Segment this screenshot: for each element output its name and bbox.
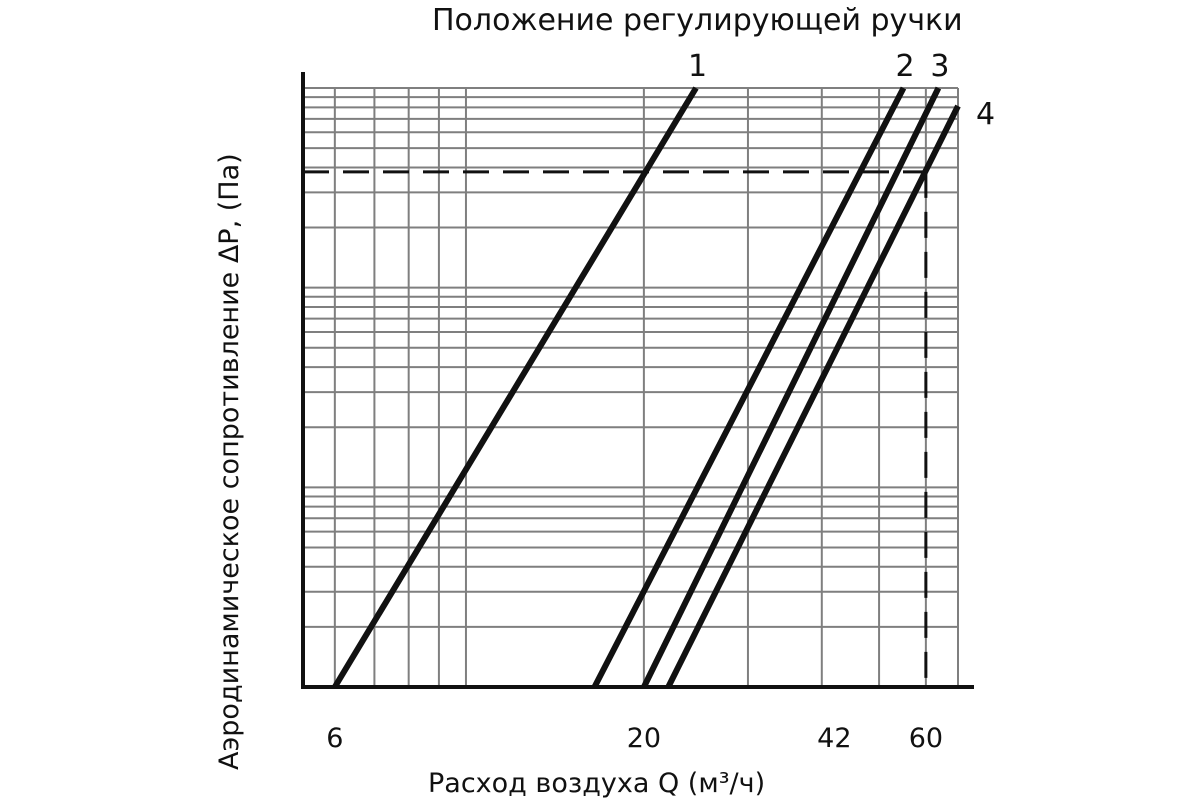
x-tick-label: 42 (817, 723, 851, 754)
series-label-1: 1 (688, 49, 707, 84)
chart-title: Положение регулирующей ручки (432, 3, 963, 38)
series-labels: 1 2 34 (688, 49, 995, 132)
x-tick-label: 6 (326, 723, 343, 754)
x-tick-label: 60 (909, 723, 943, 754)
series-line-1 (332, 86, 699, 689)
y-axis-label: Аэродинамическое сопротивление ΔP, (Па) (214, 153, 245, 770)
x-tick-labels: 6 20 42 60 (326, 723, 943, 754)
x-axis-label: Расход воздуха Q (м³/ч) (428, 768, 765, 799)
series-lines (332, 86, 961, 689)
series-line-4 (665, 104, 961, 689)
series-line-2 (591, 86, 907, 689)
x-tick-label: 20 (627, 723, 661, 754)
series-label-4: 4 (976, 97, 995, 132)
vertical-gridlines (333, 88, 959, 687)
series-label-2: 2 (896, 49, 915, 84)
series-line-3 (641, 86, 942, 689)
series-label-3: 3 (930, 49, 949, 84)
